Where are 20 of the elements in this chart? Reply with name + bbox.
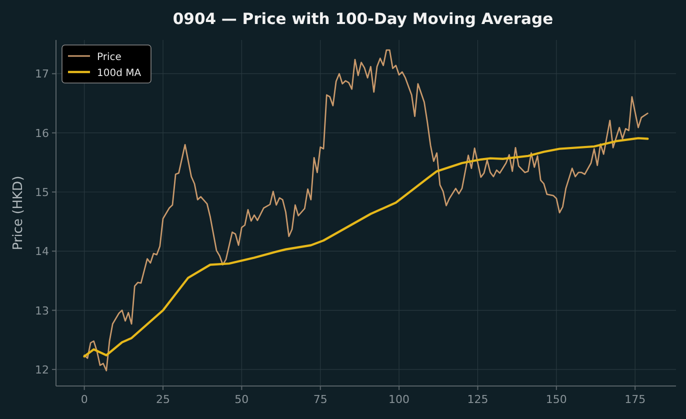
line-series — [83, 137, 649, 358]
y-tick-label: 16 — [35, 126, 49, 140]
y-tick-label: 13 — [35, 304, 49, 318]
line-series — [84, 49, 648, 372]
y-tick-label: 14 — [35, 245, 49, 258]
y-axis-title: Price (HKD) — [11, 176, 26, 250]
x-tick-label: 125 — [467, 393, 488, 406]
legend-label: Price — [97, 52, 122, 63]
legend-label: 100d MA — [97, 68, 142, 79]
x-tick-label: 50 — [234, 393, 249, 406]
chart-title: 0904 — Price with 100-Day Moving Average — [172, 10, 554, 28]
x-tick-label: 175 — [624, 393, 646, 406]
y-tick-label: 17 — [35, 68, 49, 81]
y-tick-label: 12 — [35, 363, 49, 376]
x-tick-label: 25 — [156, 393, 170, 406]
x-tick-label: 0 — [80, 393, 88, 406]
x-tick-label: 75 — [313, 393, 328, 406]
y-tick-label: 15 — [35, 186, 49, 200]
x-tick-label: 150 — [546, 393, 567, 406]
x-tick-label: 100 — [388, 393, 410, 406]
